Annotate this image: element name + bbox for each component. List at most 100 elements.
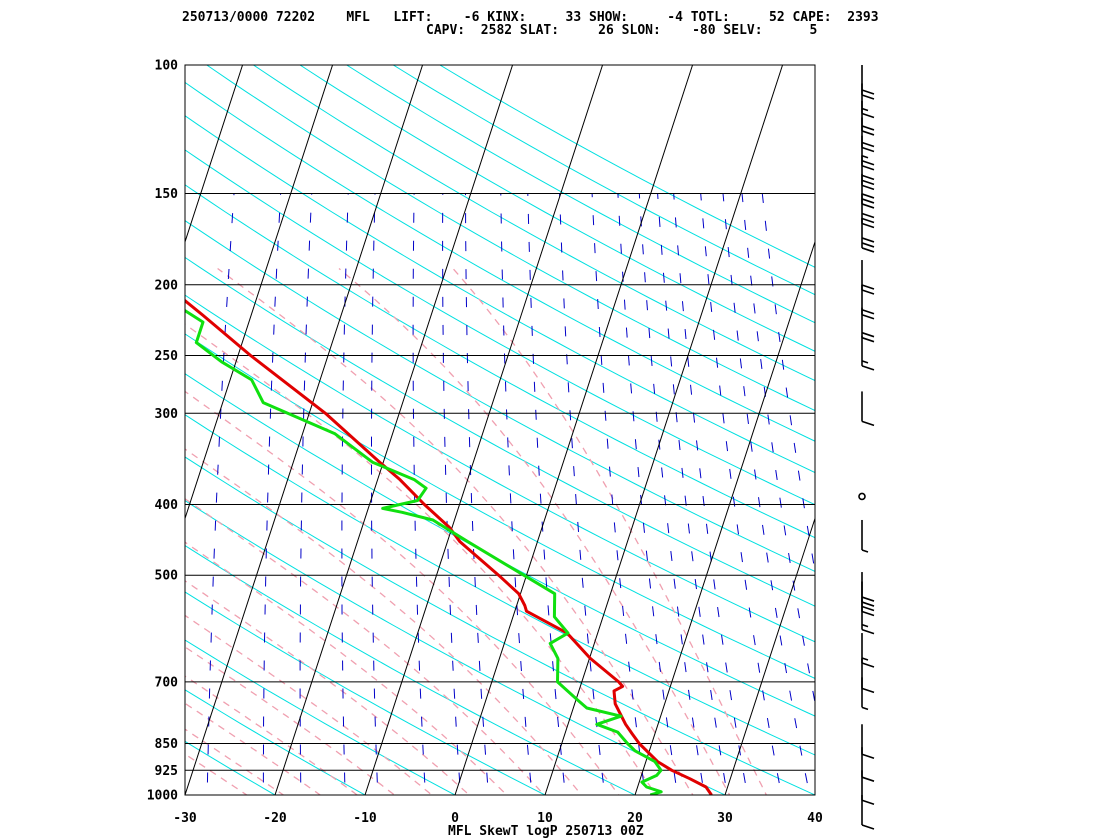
isotherm-line — [0, 65, 153, 795]
isotherm-line — [724, 516, 815, 795]
barb-full-feather — [861, 284, 875, 290]
wind-barb — [861, 135, 875, 171]
dry-adiabat-line — [185, 639, 457, 795]
isotherm-line — [634, 240, 815, 795]
temperature-tick-label: 0 — [451, 811, 459, 826]
barb-full-feather — [861, 174, 875, 181]
pressure-tick-label: 100 — [155, 59, 179, 74]
moist-adiabat-line — [185, 323, 657, 795]
barb-full-feather — [861, 184, 875, 191]
dry-adiabat-line — [252, 65, 815, 382]
barb-full-feather — [861, 331, 875, 338]
dry-adiabat-line — [185, 794, 187, 795]
dry-adiabat-line — [185, 115, 815, 474]
barb-full-feather — [861, 179, 875, 186]
mixing-ratio-line — [500, 193, 533, 795]
mixing-ratio-line — [591, 193, 646, 795]
barb-full-feather — [861, 193, 875, 199]
barb-full-feather — [861, 605, 875, 612]
mixing-ratio-line — [617, 193, 679, 795]
pressure-axis-labels: 100 150 200 250 300 400 500 700 850 925 1000 — [147, 59, 178, 804]
dry-adiabat-line — [185, 544, 637, 795]
barb-full-feather — [861, 687, 875, 694]
barb-full-feather — [861, 313, 875, 320]
wind-barb — [861, 599, 875, 635]
temperature-tick-label: 20 — [627, 811, 643, 826]
barb-half-feather — [861, 623, 869, 628]
dry-adiabats — [185, 65, 815, 795]
isotherm-line — [274, 65, 514, 795]
dry-adiabat-line — [185, 689, 367, 795]
wind-barb — [861, 519, 869, 553]
mixing-ratio-line — [700, 193, 783, 795]
wind-barb — [861, 260, 875, 295]
mixing-ratio-line — [657, 193, 728, 795]
temperature-tick-label: -20 — [263, 811, 287, 826]
barb-full-feather — [861, 289, 875, 295]
barb-full-feather — [861, 217, 875, 224]
barb-half-feather — [861, 107, 869, 112]
moist-adiabat-line — [185, 753, 248, 795]
mixing-ratio-line — [722, 193, 811, 795]
pressure-tick-label: 850 — [155, 737, 179, 752]
barb-half-feather — [861, 706, 869, 711]
dry-adiabat-line — [185, 149, 815, 506]
wind-barbs — [858, 65, 875, 830]
barb-half-feather — [861, 360, 869, 364]
dry-adiabat-line — [185, 220, 815, 573]
barb-full-feather — [861, 610, 875, 617]
mixing-ratio-line — [673, 193, 748, 795]
dry-adiabat-line — [185, 256, 815, 607]
mixing-ratio-line — [638, 193, 705, 795]
pressure-tick-label: 400 — [155, 498, 179, 513]
dry-adiabat-line — [345, 65, 815, 324]
barb-full-feather — [861, 141, 875, 148]
dry-adiabat-line — [185, 499, 727, 795]
chart-footer-title: MFL SkewT logP 250713 00Z — [448, 824, 644, 839]
barb-full-feather — [861, 203, 875, 209]
dry-adiabat-line — [185, 81, 815, 442]
wind-barb — [861, 770, 875, 806]
wind-barb — [861, 100, 875, 136]
mixing-ratio-line — [80, 194, 128, 811]
barb-full-feather — [861, 94, 875, 100]
mixing-ratio-line — [465, 193, 490, 795]
wind-barb — [861, 677, 869, 711]
moist-adiabat-line — [185, 541, 508, 795]
mixing-ratio-line — [442, 193, 462, 795]
barb-half-feather — [861, 154, 869, 159]
pressure-tick-label: 700 — [155, 675, 179, 690]
mixing-ratio-line — [371, 193, 379, 795]
barb-full-feather — [861, 159, 875, 166]
wind-barb — [861, 795, 875, 830]
barb-full-feather — [861, 601, 875, 607]
wind-barb — [861, 217, 875, 253]
barb-full-feather — [861, 776, 875, 782]
moist-adiabat-line — [185, 728, 285, 795]
barb-full-feather — [861, 799, 875, 806]
isotherm-line — [0, 65, 63, 795]
pressure-tick-label: 200 — [155, 278, 179, 293]
wind-barb — [861, 633, 875, 668]
dry-adiabat-line — [205, 65, 815, 412]
wind-barb — [861, 335, 875, 371]
barb-full-feather — [861, 89, 875, 95]
dry-adiabat-line — [185, 184, 815, 539]
mixing-ratio-line — [559, 193, 606, 795]
barb-full-feather — [861, 125, 875, 131]
isotherm-line — [185, 65, 334, 521]
barb-full-feather — [861, 824, 875, 830]
mixing-ratio-line — [761, 193, 815, 575]
barb-full-feather — [861, 753, 875, 760]
wind-barb — [861, 724, 875, 760]
pressure-tick-label: 1000 — [147, 789, 178, 804]
barb-full-feather — [861, 365, 875, 371]
barb-full-feather — [861, 308, 875, 315]
moist-adiabats — [185, 267, 768, 795]
barb-full-feather — [861, 247, 875, 253]
barb-full-feather — [861, 146, 875, 153]
isotherms — [0, 65, 815, 795]
barb-half-feather — [861, 657, 869, 661]
calm-circle — [858, 492, 866, 501]
